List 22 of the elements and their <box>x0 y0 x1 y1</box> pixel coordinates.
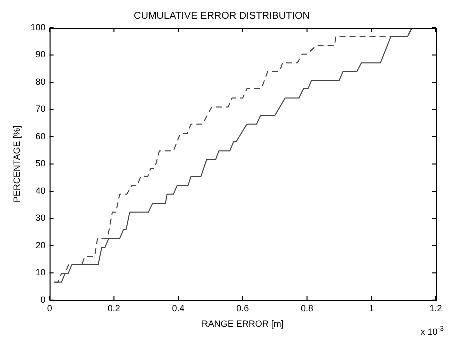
y-tick-label: 50 <box>36 158 46 169</box>
y-tick-label: 70 <box>36 104 46 114</box>
x-tick-label: 0 <box>47 303 52 314</box>
y-tick-label: 40 <box>36 186 46 196</box>
y-tick-label: 30 <box>36 213 46 224</box>
x-tick-label: 0.6 <box>236 303 250 314</box>
chart-title: CUMULATIVE ERROR DISTRIBUTION <box>134 10 310 22</box>
y-tick-label: 10 <box>36 268 46 278</box>
x-tick-label: 1.2 <box>430 303 442 314</box>
y-axis-title: PERCENTAGE [%] <box>12 126 22 203</box>
x-axis-title: RANGE ERROR [m] <box>202 319 284 330</box>
x-tick-label: 0.8 <box>301 303 314 314</box>
y-tick-label: 60 <box>36 131 46 142</box>
y-tick-label: 100 <box>30 22 46 32</box>
x-tick-label: 0.2 <box>108 303 120 314</box>
x-tick-label: 0.4 <box>172 303 185 314</box>
text: x 10$^{-3}$ <box>420 326 444 337</box>
y-tick-label: 0 <box>40 294 46 305</box>
y-tick-label: 80 <box>36 76 46 87</box>
y-tick-label: 20 <box>36 240 46 250</box>
x-tick-label: 1 <box>369 303 374 314</box>
y-tick-label: 90 <box>36 50 46 60</box>
